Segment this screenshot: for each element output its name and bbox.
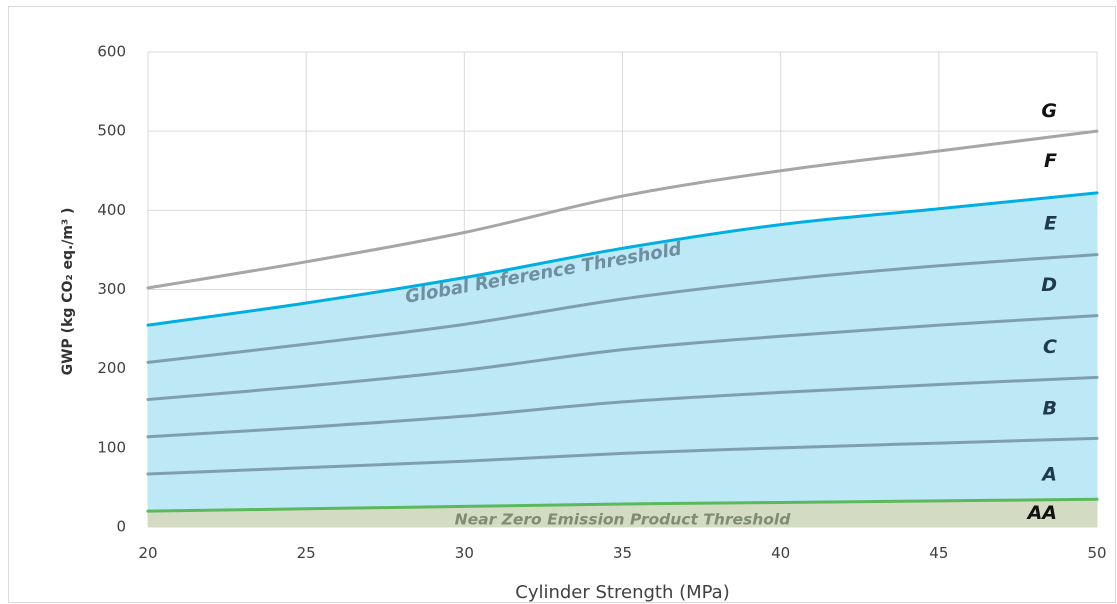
band-series-line <box>146 314 1099 402</box>
band-series-line <box>146 253 1099 364</box>
y-tick-label: 300 <box>97 280 126 298</box>
x-tick-label: 35 <box>613 544 632 562</box>
band-series-line <box>146 436 1099 476</box>
upper-series-line <box>146 129 1099 290</box>
band-label-f: F <box>1044 150 1057 172</box>
y-tick-label: 100 <box>97 438 126 456</box>
band-label-aa: AA <box>1026 502 1057 524</box>
near-zero-threshold-label: Near Zero Emission Product Threshold <box>455 510 792 528</box>
y-tick-label: 600 <box>97 43 126 61</box>
threshold-fills <box>148 192 1097 528</box>
band-label-c: C <box>1043 336 1057 358</box>
band-label-b: B <box>1043 398 1057 420</box>
x-tick-label: 25 <box>297 544 316 562</box>
y-tick-label: 500 <box>97 122 126 140</box>
x-tick-label: 45 <box>929 544 948 562</box>
band-label-g: G <box>1041 100 1057 122</box>
global-series-line <box>146 191 1099 327</box>
band-label-e: E <box>1044 212 1057 234</box>
series-lines <box>146 129 1099 513</box>
near-zero-series-line <box>146 497 1099 513</box>
x-tick-label: 20 <box>138 544 157 562</box>
y-tick-label: 400 <box>97 201 126 219</box>
band-series-line <box>146 375 1099 439</box>
band-label-d: D <box>1041 274 1057 296</box>
near-zero-threshold-area <box>148 499 1097 527</box>
x-tick-label: 40 <box>771 544 790 562</box>
x-tick-label: 50 <box>1087 544 1106 562</box>
axis-ticks: 0 100 200 300 400 500 600 20 25 30 35 40 45 50 <box>97 43 1106 563</box>
x-tick-label: 30 <box>455 544 474 562</box>
y-axis-title: GWP (kg CO₂ eq./m³ ) <box>60 208 76 376</box>
y-tick-label: 200 <box>97 359 126 377</box>
global-threshold-area <box>148 192 1097 528</box>
y-tick-label: 0 <box>116 518 126 536</box>
band-label-a: A <box>1040 463 1057 485</box>
x-axis-title: Cylinder Strength (MPa) <box>515 582 730 603</box>
